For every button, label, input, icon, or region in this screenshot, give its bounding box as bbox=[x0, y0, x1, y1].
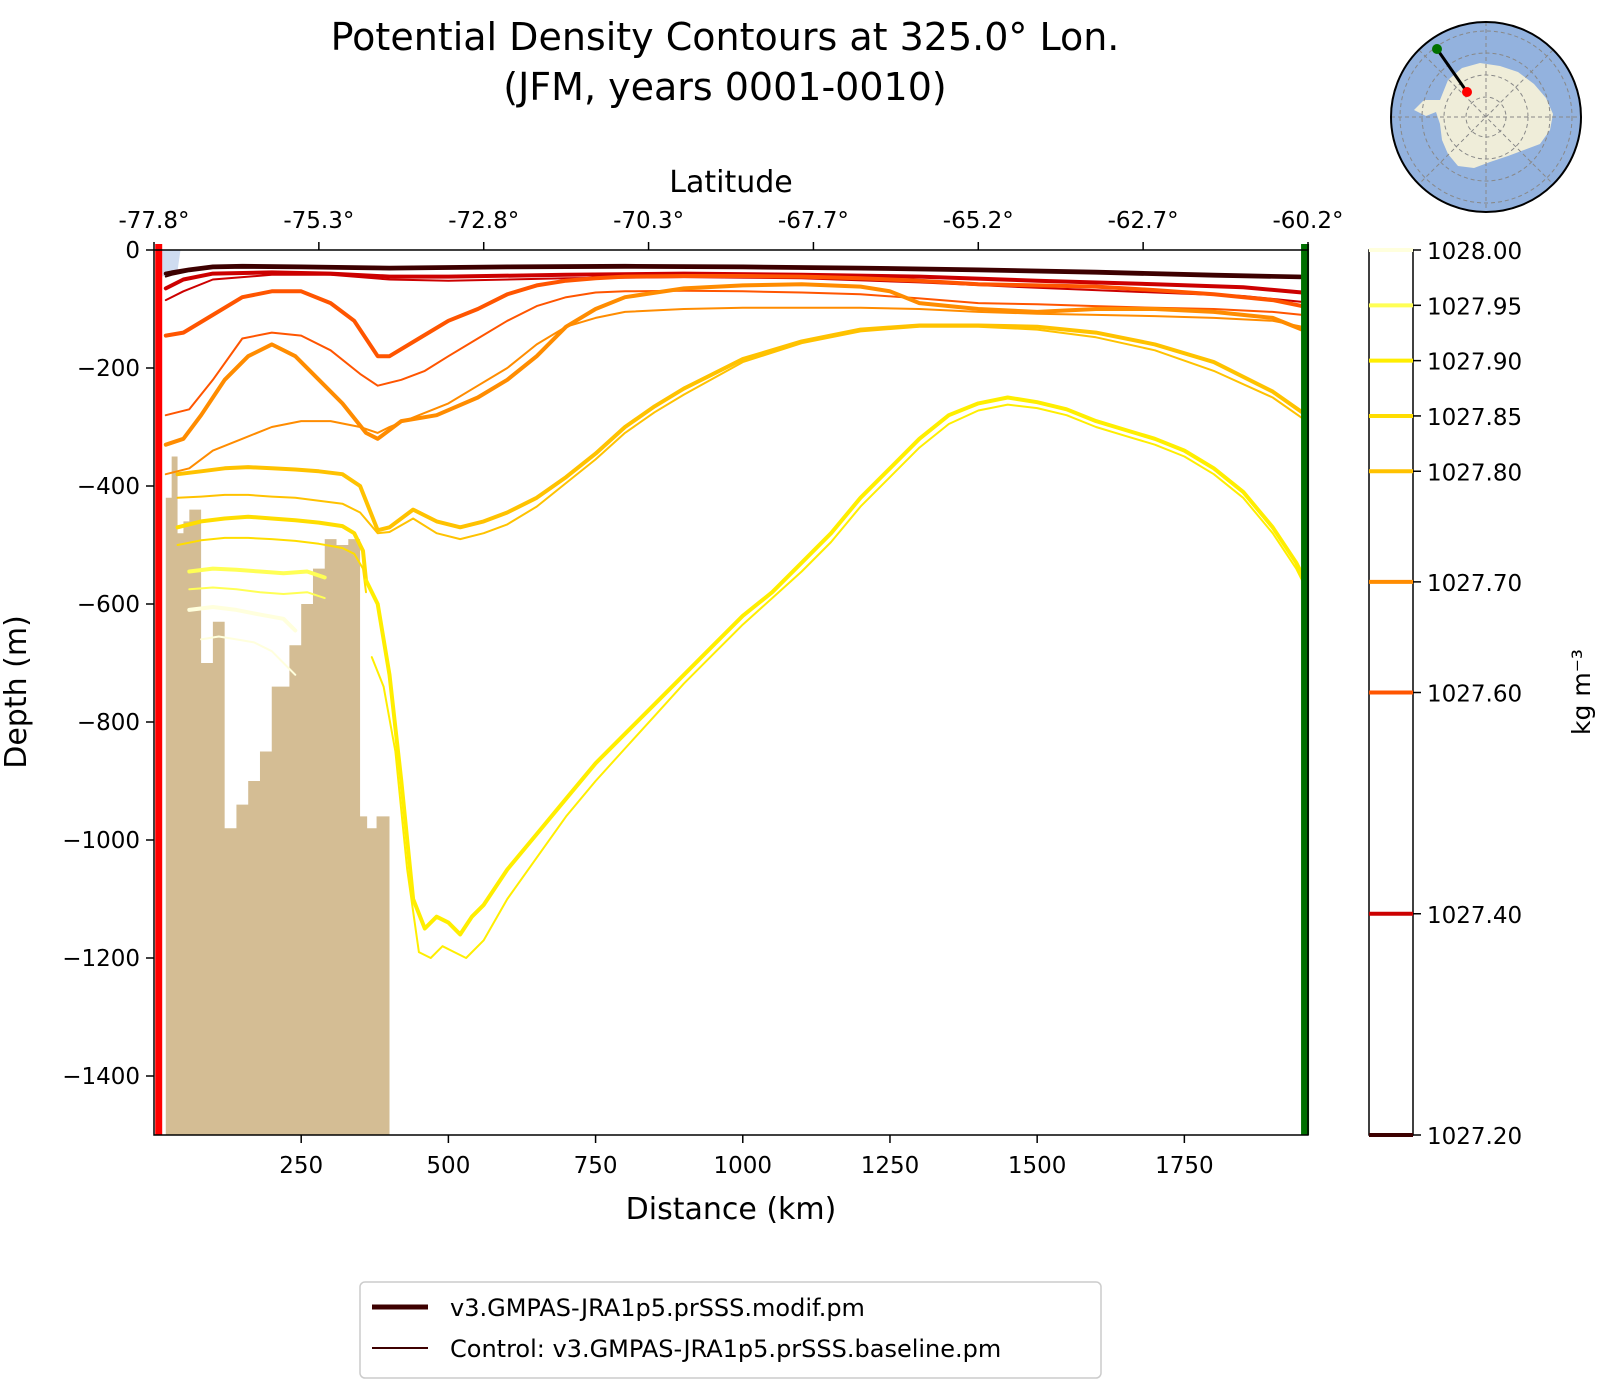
latitude-tick-label: -75.3° bbox=[283, 208, 354, 234]
colorbar-tick-label: 1028.00 bbox=[1427, 239, 1522, 265]
contour-1027-70-modif bbox=[163, 282, 1305, 447]
latitude-tick-label: -67.7° bbox=[778, 208, 849, 234]
y-axis-label: Depth (m) bbox=[0, 615, 34, 769]
y-tick-label: 0 bbox=[125, 238, 140, 264]
inset-map bbox=[1390, 21, 1582, 213]
colorbar-tick-label: 1027.85 bbox=[1427, 405, 1522, 431]
contour-1028-00-control bbox=[200, 635, 297, 676]
x-tick-label: 500 bbox=[426, 1153, 470, 1179]
colorbar-tick-label: 1027.95 bbox=[1427, 294, 1522, 320]
contour-1027-90-control bbox=[370, 403, 1307, 959]
y-tick-label: −1000 bbox=[62, 828, 140, 854]
x-tick-label: 1750 bbox=[1155, 1153, 1214, 1179]
contour-1027-95-modif bbox=[187, 566, 327, 580]
contour-1027-40-control bbox=[164, 273, 1304, 303]
inset-section-line bbox=[1435, 48, 1469, 93]
contour-1027-85-modif bbox=[175, 514, 368, 583]
contour-1027-80-modif bbox=[175, 323, 1305, 533]
x-tick-label: 250 bbox=[279, 1153, 323, 1179]
x-tick-label: 750 bbox=[574, 1153, 618, 1179]
colorbar-tick-label: 1027.60 bbox=[1427, 682, 1522, 708]
latitude-tick-label: -72.8° bbox=[448, 208, 519, 234]
contour-1027-60-modif bbox=[163, 274, 1305, 359]
y-tick-label: −400 bbox=[77, 474, 140, 500]
y-tick-label: −600 bbox=[77, 592, 140, 618]
colorbar-tick-label: 1027.80 bbox=[1427, 460, 1522, 486]
x-axis-ticks: 250 500 750 1000 1250 1500 1750 bbox=[279, 1135, 1214, 1179]
latitude-tick-label: -65.2° bbox=[943, 208, 1014, 234]
latitude-axis-label: Latitude bbox=[669, 165, 792, 200]
y-axis-ticks: 0 −200 −400 −600 −800 −1000 −1200 −1400 bbox=[62, 238, 154, 1090]
contour-1027-60-control bbox=[164, 289, 1304, 417]
latitude-tick-label: -77.8° bbox=[118, 208, 189, 234]
colorbar-tick-label: 1027.20 bbox=[1427, 1124, 1522, 1150]
contour-1027-95-control bbox=[188, 586, 326, 600]
y-tick-label: −1400 bbox=[62, 1064, 140, 1090]
bathymetry-fill bbox=[161, 456, 390, 1135]
inset-end-marker bbox=[1432, 44, 1442, 54]
contour-1027-40-modif bbox=[163, 270, 1305, 295]
legend-box bbox=[359, 1281, 1102, 1379]
y-tick-label: −200 bbox=[77, 356, 140, 382]
colorbar-levels: 1028.00 1027.95 1027.90 1027.85 1027.80 1027.… bbox=[1369, 239, 1522, 1150]
colorbar-label: kg m⁻³ bbox=[1567, 649, 1596, 735]
contour-1027-90-modif bbox=[364, 395, 1308, 937]
x-tick-label: 1250 bbox=[861, 1153, 920, 1179]
x-tick-label: 1500 bbox=[1008, 1153, 1067, 1179]
contour-1027-85-control bbox=[176, 536, 367, 594]
latitude-axis-ticks: -77.8° -75.3° -72.8° -70.3° -67.7° -65.2° -62.… bbox=[118, 208, 1344, 250]
contour-1027-70-control bbox=[164, 306, 1304, 476]
colorbar-tick-label: 1027.90 bbox=[1427, 350, 1522, 376]
contour-layer bbox=[163, 263, 1308, 959]
contour-1027-20-modif bbox=[163, 263, 1305, 279]
plot-frame bbox=[153, 249, 1309, 1136]
contour-1028-00-modif bbox=[187, 605, 298, 633]
chart-title-line1: Potential Density Contours at 325.0° Lon… bbox=[331, 15, 1120, 59]
colorbar-tick-label: 1027.70 bbox=[1427, 571, 1522, 597]
inset-antarctica-landmass bbox=[1414, 63, 1553, 168]
colorbar-tick-label: 1027.40 bbox=[1427, 903, 1522, 929]
latitude-tick-label: -70.3° bbox=[613, 208, 684, 234]
section-markers bbox=[155, 244, 1310, 1135]
y-tick-label: −800 bbox=[77, 710, 140, 736]
x-tick-label: 1000 bbox=[714, 1153, 773, 1179]
contour-1027-80-control bbox=[176, 325, 1304, 541]
contour-1027-20-control bbox=[164, 266, 1304, 280]
inset-start-marker bbox=[1462, 87, 1472, 97]
legend-label-modif: v3.GMPAS-JRA1p5.prSSS.modif.pm bbox=[450, 1294, 865, 1322]
latitude-tick-label: -62.7° bbox=[1108, 208, 1179, 234]
y-tick-label: −1200 bbox=[62, 946, 140, 972]
legend-label-control: Control: v3.GMPAS-JRA1p5.prSSS.baseline.… bbox=[450, 1335, 1001, 1363]
inset-border bbox=[1390, 21, 1582, 213]
latitude-tick-label: -60.2° bbox=[1272, 208, 1343, 234]
x-axis-label: Distance (km) bbox=[626, 1192, 837, 1227]
inset-graticule bbox=[1391, 22, 1581, 212]
chart-title-line2: (JFM, years 0001-0010) bbox=[503, 65, 946, 109]
legend: v3.GMPAS-JRA1p5.prSSS.modif.pm Control: … bbox=[359, 1281, 1102, 1379]
